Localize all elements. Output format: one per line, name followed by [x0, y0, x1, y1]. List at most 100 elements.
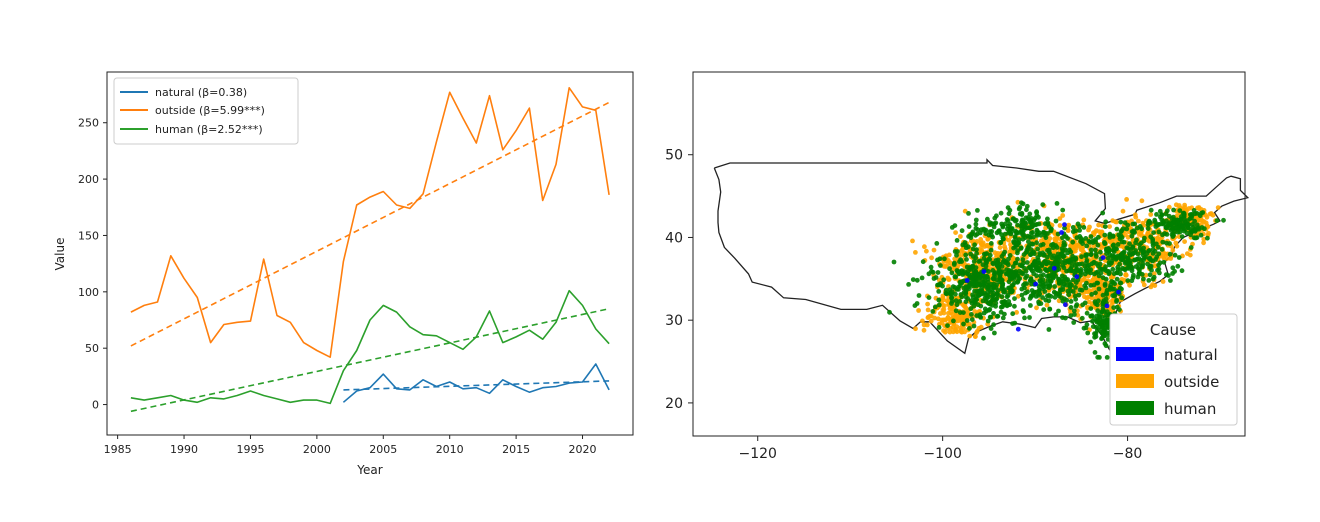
map-point — [1041, 307, 1047, 312]
map-point — [1179, 234, 1185, 240]
map-point — [1164, 232, 1170, 237]
map-point — [963, 299, 969, 305]
map-point — [991, 322, 996, 328]
map-point — [1001, 300, 1006, 306]
map-point — [1169, 232, 1175, 238]
map-point — [953, 308, 959, 314]
map-axis-ticks: −120 −100 −80 20 30 40 50 — [665, 148, 1142, 462]
map-point — [941, 297, 946, 303]
map-point — [985, 236, 991, 242]
map-point — [1159, 217, 1165, 222]
map-point — [1006, 279, 1012, 285]
map-point — [1048, 228, 1054, 234]
map-point — [1102, 333, 1108, 339]
map-point — [1068, 299, 1074, 304]
map-point — [1078, 239, 1084, 244]
map-point — [993, 297, 999, 302]
map-point — [953, 230, 958, 236]
map-point — [1100, 255, 1106, 260]
map-point — [1041, 230, 1047, 235]
map-point — [1020, 271, 1026, 277]
legend-label-outside-cause: outside — [1164, 373, 1219, 391]
legend-swatch-natural-cause — [1116, 347, 1154, 361]
map-point — [1088, 306, 1094, 311]
map-point — [1068, 313, 1074, 319]
series-line — [130, 289, 610, 405]
map-point — [995, 313, 1001, 319]
map-point — [959, 228, 965, 234]
map-point — [924, 248, 929, 254]
map-point — [1141, 276, 1146, 282]
map-point — [1182, 239, 1187, 245]
map-point — [1159, 247, 1165, 252]
map-point — [1103, 219, 1109, 225]
map-point — [1061, 240, 1067, 245]
map-point — [966, 211, 971, 216]
map-point — [1052, 284, 1058, 289]
map-point — [1024, 225, 1030, 231]
map-legend: Cause natural outside human — [1109, 313, 1238, 426]
map-point — [1030, 290, 1036, 296]
map-point — [1100, 292, 1106, 298]
map-point — [1001, 258, 1007, 263]
map-point — [1116, 289, 1121, 295]
map-point — [1098, 270, 1104, 276]
map-point — [1021, 252, 1027, 257]
map-point — [1200, 210, 1206, 215]
map-point — [1011, 270, 1017, 275]
map-point — [1026, 239, 1031, 245]
map-point — [1063, 278, 1069, 283]
map-point — [1090, 238, 1096, 244]
map-point — [972, 309, 978, 314]
map-point — [1056, 308, 1061, 314]
map-legend-frame — [1109, 313, 1238, 426]
map-point — [1151, 230, 1156, 236]
map-point — [1006, 223, 1011, 229]
map-point — [988, 314, 994, 320]
map-point — [1146, 278, 1152, 283]
map-point — [1032, 259, 1037, 265]
map-point — [967, 326, 972, 331]
map-point — [1111, 305, 1117, 310]
map-point — [1046, 285, 1052, 291]
map-point — [936, 297, 942, 303]
map-point — [935, 257, 940, 263]
map-point — [1095, 308, 1101, 314]
map-point — [1172, 252, 1178, 258]
map-point — [988, 247, 994, 253]
map-point — [1107, 224, 1112, 230]
map-point — [1057, 216, 1063, 222]
map-point — [963, 305, 969, 310]
map-point — [1065, 236, 1070, 241]
map-point — [1068, 305, 1074, 310]
map-point — [984, 243, 990, 248]
map-point — [1060, 213, 1066, 218]
map-point — [1179, 268, 1185, 274]
map-point — [919, 275, 925, 281]
map-point — [1104, 323, 1110, 329]
map-point — [1054, 245, 1060, 250]
map-point — [976, 278, 982, 284]
map-point — [1100, 304, 1106, 309]
map-point — [972, 334, 978, 339]
map-point — [1124, 245, 1130, 251]
map-point — [1046, 327, 1052, 332]
map-point — [964, 318, 970, 323]
map-point — [1083, 285, 1089, 291]
map-point — [952, 285, 958, 290]
map-point — [1059, 246, 1065, 252]
map-point — [966, 224, 972, 230]
map-point — [1188, 245, 1194, 250]
map-point — [949, 270, 955, 276]
map-point — [983, 251, 988, 257]
map-point — [1181, 213, 1187, 219]
map-point — [928, 264, 934, 270]
map-y-tick-label: 40 — [665, 230, 683, 246]
map-point — [1127, 241, 1132, 247]
map-point — [1015, 250, 1020, 256]
map-point — [969, 317, 975, 322]
map-point — [1109, 260, 1114, 266]
map-point — [1160, 279, 1166, 284]
map-point — [1166, 222, 1171, 228]
map-point — [1017, 205, 1023, 210]
